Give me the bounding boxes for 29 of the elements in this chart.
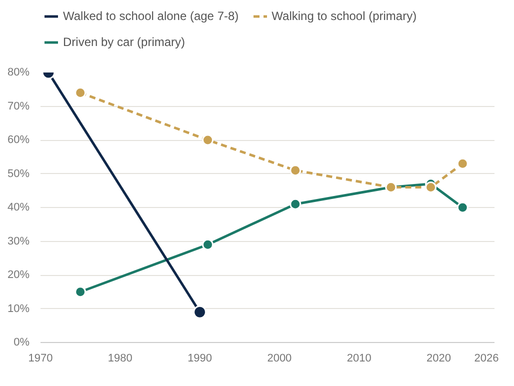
y-tick-label: 70%: [7, 100, 30, 112]
legend-label: Walked to school alone (age 7-8): [63, 9, 239, 23]
point: [456, 202, 468, 214]
y-tick-label: 0%: [14, 336, 30, 348]
x-tick-label: 2010: [346, 352, 372, 364]
y-tick-label: 50%: [7, 168, 30, 180]
y-tick-label: 80%: [7, 66, 30, 78]
point: [425, 182, 437, 193]
x-tick-label: 2026: [474, 352, 499, 364]
x-tick-label: 1990: [188, 352, 212, 364]
y-tick-label: 20%: [7, 269, 30, 281]
point: [74, 87, 86, 98]
legend-label: Driven by car (primary): [63, 35, 186, 49]
point: [74, 286, 86, 298]
x-tick-label: 1980: [108, 352, 132, 364]
legend-label: Walking to school (primary): [272, 9, 417, 23]
x-tick-label: 1970: [28, 352, 53, 364]
x-tick-label: 2020: [426, 352, 451, 364]
point: [290, 198, 302, 210]
point: [202, 238, 214, 250]
x-tick-label: 2000: [267, 352, 292, 364]
point: [456, 158, 468, 170]
y-tick-label: 60%: [7, 134, 30, 146]
y-tick-label: 30%: [7, 235, 30, 248]
point: [193, 305, 207, 319]
y-tick-label: 40%: [7, 202, 30, 214]
y-tick-label: 10%: [7, 302, 30, 315]
point: [290, 164, 302, 176]
point: [202, 134, 214, 146]
